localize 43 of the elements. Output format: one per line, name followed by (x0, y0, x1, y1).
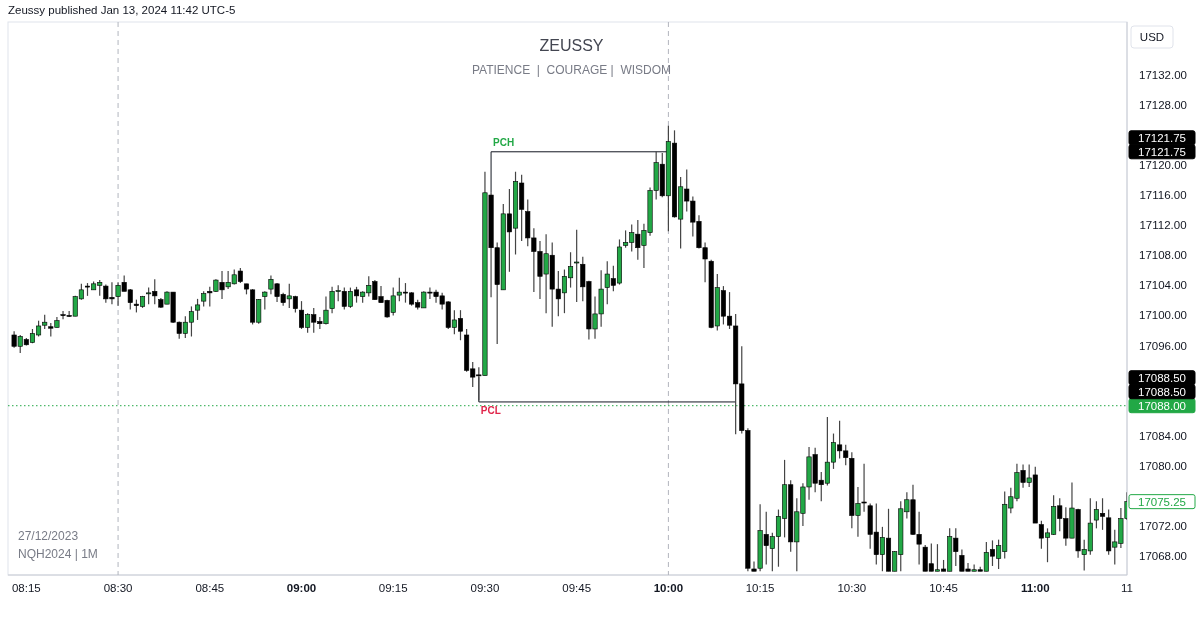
y-tick-label: 17080.00 (1139, 459, 1187, 472)
x-tick-label: 11:00 (1020, 582, 1050, 594)
x-tick-label: 09:30 (470, 582, 500, 594)
x-tick-label: 09:45 (562, 582, 592, 594)
annotation: PCH (493, 136, 515, 148)
text: PATIENCE | COURAGE | WISDOM (471, 63, 672, 77)
y-tick-label: 17132.00 (1139, 68, 1187, 81)
x-tick-label: 08:30 (103, 582, 133, 594)
x-tick-label: 10:30 (837, 582, 867, 594)
text: 17088.50 (1138, 371, 1186, 384)
text: 17121.75 (1138, 131, 1186, 144)
candlestick (195, 298, 201, 321)
ref-line-label: 17088.00 (1138, 399, 1186, 412)
y-tick-label: 17108.00 (1139, 249, 1187, 262)
text: ZEUSSY (539, 37, 604, 54)
x-tick-label: 10:00 (653, 582, 684, 594)
text: Zeussy published Jan 13, 2024 11:42 UTC-5 (8, 4, 236, 16)
x-tick-label: 10:45 (929, 582, 958, 594)
x-tick-label: 09:00 (286, 582, 317, 594)
y-tick-label: 17096.00 (1139, 339, 1187, 352)
text: 17075.25 (1138, 495, 1186, 508)
annotation: NQH2024 | 1M (18, 547, 98, 561)
x-tick-label: 09:15 (378, 582, 408, 594)
x-tick-label: 08:45 (195, 582, 225, 594)
y-tick-label: 17104.00 (1139, 279, 1187, 292)
x-tick-label: 11 (1121, 582, 1133, 594)
candlestick (574, 229, 580, 303)
y-tick-label: 17112.00 (1139, 219, 1187, 232)
y-tick-label: 17120.00 (1139, 158, 1187, 171)
candlestick (262, 290, 268, 311)
annotation: PCL (480, 404, 501, 416)
text: 17088.50 (1138, 385, 1186, 398)
y-tick-label: 17100.00 (1139, 309, 1187, 322)
x-tick-label: 08:15 (11, 582, 41, 594)
x-tick-label: 10:15 (745, 582, 775, 594)
y-tick-label: 17084.00 (1139, 429, 1187, 442)
y-tick-label: 17116.00 (1139, 189, 1187, 202)
y-axis-title: USD (1139, 31, 1165, 43)
y-tick-label: 17128.00 (1139, 98, 1187, 111)
y-tick-label: 17068.00 (1139, 550, 1187, 563)
text: 17121.75 (1138, 145, 1186, 158)
annotation: 27/12/2023 (18, 529, 79, 543)
y-tick-label: 17072.00 (1139, 520, 1187, 533)
